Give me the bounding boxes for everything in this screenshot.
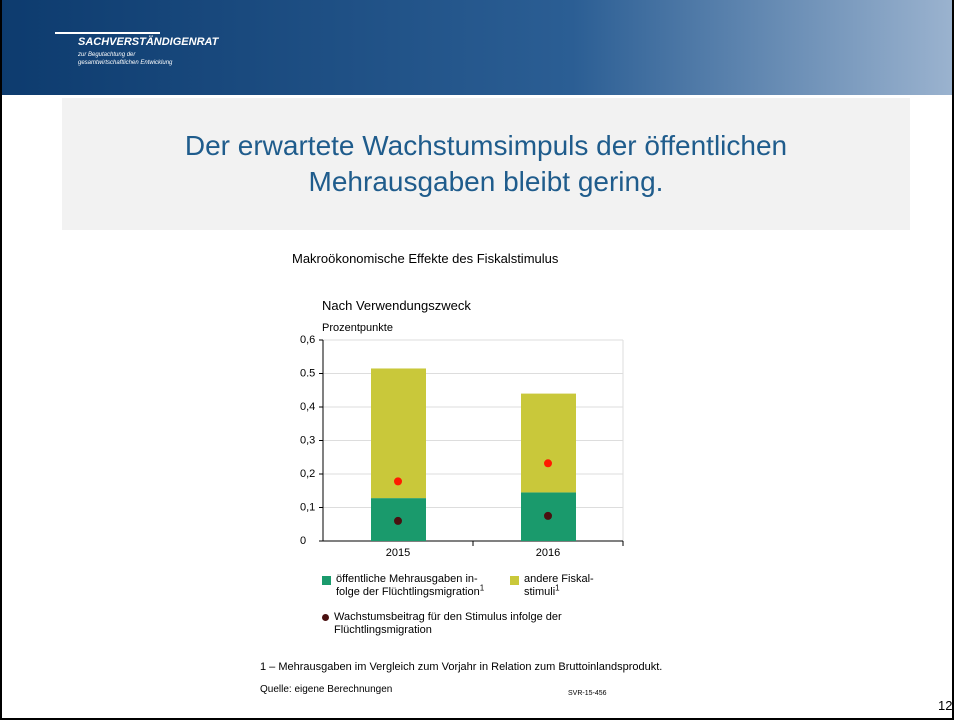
slide-title: Mehrausgaben bleibt gering. xyxy=(308,166,664,197)
footnote: 1 – Mehrausgaben im Vergleich zum Vorjah… xyxy=(260,661,663,673)
org-line: gesamtwirtschaftlichen Entwicklung xyxy=(78,60,173,66)
slide-title: Der erwartete Wachstumsimpuls der öffent… xyxy=(184,130,788,161)
note-marker: 1 xyxy=(555,583,560,593)
header: SACHVERSTÄNDIGENRAT zur Begutachtung der… xyxy=(0,0,954,95)
y-tick-label: 0,1 xyxy=(300,501,315,513)
dot xyxy=(394,516,402,525)
legend-dot xyxy=(322,614,329,621)
x-tick-label: 2016 xyxy=(536,547,560,559)
y-tick-label: 0,2 xyxy=(300,468,315,480)
org-line: zur Begutachtung der xyxy=(78,52,136,58)
slide-number: 12 xyxy=(938,698,953,713)
note-marker: 1 xyxy=(479,583,485,593)
y-label: Prozentpunkte xyxy=(322,322,393,334)
dot xyxy=(544,459,552,468)
legend-label: öffentliche Mehrausgaben in-folge der Fl… xyxy=(336,573,491,599)
x-tick-label: 2015 xyxy=(386,547,410,559)
dot xyxy=(544,511,552,520)
bar-segment xyxy=(371,368,426,499)
legend-text: andere Fiskal-stimuli xyxy=(524,573,594,598)
legend-swatch xyxy=(510,576,519,585)
logo-lines xyxy=(55,22,160,34)
code: SVR-15-456 xyxy=(568,690,607,697)
y-tick-label: 0,6 xyxy=(300,334,315,346)
source: Quelle: eigene Berechnungen xyxy=(260,684,393,695)
bar-segment xyxy=(521,393,576,493)
legend-swatch xyxy=(322,576,331,585)
chart-title: Makroökonomische Effekte des Fiskalstimu… xyxy=(292,251,559,266)
y-tick-label: 0,4 xyxy=(300,401,315,413)
title-box: Der erwartete Wachstumsimpuls der öffent… xyxy=(62,98,910,230)
legend-label: Wachstumsbeitrag für den Stimulus infolg… xyxy=(334,611,562,636)
org: SACHVERSTÄNDIGENRAT xyxy=(78,36,219,48)
y-tick-label: 0.5 xyxy=(300,367,315,379)
y-tick-label: 0,3 xyxy=(300,434,315,446)
chart-subtitle: Nach Verwendungszweck xyxy=(322,298,471,313)
dot xyxy=(394,477,402,486)
legend-text: öffentliche Mehrausgaben in-folge der Fl… xyxy=(336,573,480,598)
legend-label: andere Fiskal-stimuli1 xyxy=(524,573,594,599)
y-tick-label: 0 xyxy=(300,535,306,547)
